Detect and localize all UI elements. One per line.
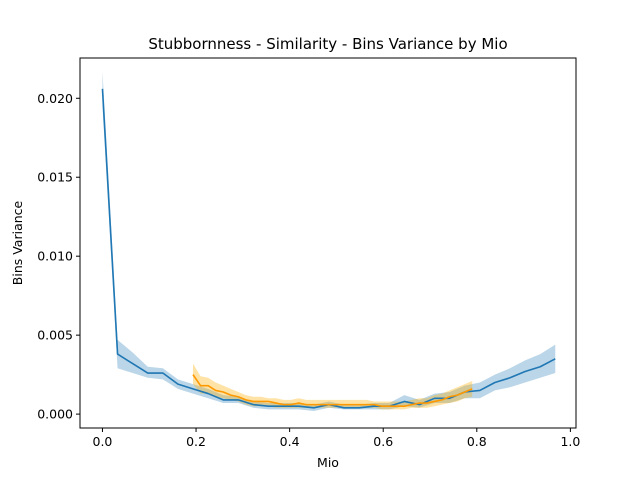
series-2-band xyxy=(193,363,473,410)
x-tick-label: 0.8 xyxy=(467,434,487,449)
x-tick-label: 1.0 xyxy=(560,434,580,449)
y-tick-label: 0.000 xyxy=(37,407,73,422)
chart-title: Stubbornness - Similarity - Bins Varianc… xyxy=(148,35,507,53)
series-2-line xyxy=(192,374,473,408)
x-axis-label: Mio xyxy=(317,455,339,470)
y-axis-ticks: 0.000 0.005 0.010 0.015 0.020 xyxy=(37,91,80,422)
y-tick-label: 0.010 xyxy=(37,249,73,264)
y-tick-label: 0.005 xyxy=(37,328,73,343)
x-tick-label: 0.2 xyxy=(186,434,206,449)
x-tick-label: 0.6 xyxy=(373,434,393,449)
y-tick-label: 0.015 xyxy=(37,170,73,185)
x-tick-label: 0.0 xyxy=(93,434,113,449)
x-tick-label: 0.4 xyxy=(280,434,300,449)
plot-frame xyxy=(79,57,577,429)
y-axis-label: Bins Variance xyxy=(10,200,25,285)
series-lines xyxy=(101,88,556,409)
y-tick-label: 0.020 xyxy=(37,91,73,106)
x-axis-ticks: 0.0 0.2 0.4 0.6 0.8 1.0 xyxy=(93,428,580,449)
